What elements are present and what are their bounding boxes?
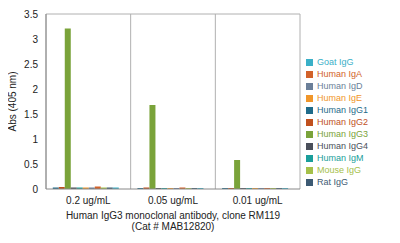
svg-text:Abs (405 nm): Abs (405 nm) — [8, 71, 18, 131]
svg-text:3.5: 3.5 — [24, 9, 38, 20]
svg-text:0.2 ug/mL: 0.2 ug/mL — [66, 195, 111, 206]
html-text:Mouse IgG: Mouse IgG — [317, 164, 361, 175]
html-text:Human IgD: Human IgD — [317, 80, 363, 91]
svg-text:2: 2 — [32, 84, 38, 95]
svg-text:1.5: 1.5 — [24, 109, 38, 120]
html-text:Human IgG2: Human IgG2 — [317, 116, 368, 127]
svg-text:0: 0 — [32, 184, 38, 195]
html-text:Human IgM: Human IgM — [317, 152, 364, 163]
html-text:Human IgG4: Human IgG4 — [317, 140, 368, 151]
svg-text:0.5: 0.5 — [24, 159, 38, 170]
html-text:Goat IgG: Goat IgG — [317, 56, 354, 67]
svg-text:0.01 ug/mL: 0.01 ug/mL — [233, 195, 283, 206]
html-text:Rat IgG: Rat IgG — [317, 176, 348, 187]
svg-text:2.5: 2.5 — [24, 59, 38, 70]
svg-text:0.05 ug/mL: 0.05 ug/mL — [148, 195, 198, 206]
html-text:Human IgE: Human IgE — [317, 92, 362, 103]
html-text:Human IgG1: Human IgG1 — [317, 104, 368, 115]
svg-text:3: 3 — [32, 34, 38, 45]
svg-text:Human IgG3 monoclonal antibody: Human IgG3 monoclonal antibody, clone RM… — [66, 210, 281, 232]
html-text:Human IgG3: Human IgG3 — [317, 128, 368, 139]
html-text:Human IgA: Human IgA — [317, 68, 362, 79]
svg-text:1: 1 — [32, 134, 38, 145]
